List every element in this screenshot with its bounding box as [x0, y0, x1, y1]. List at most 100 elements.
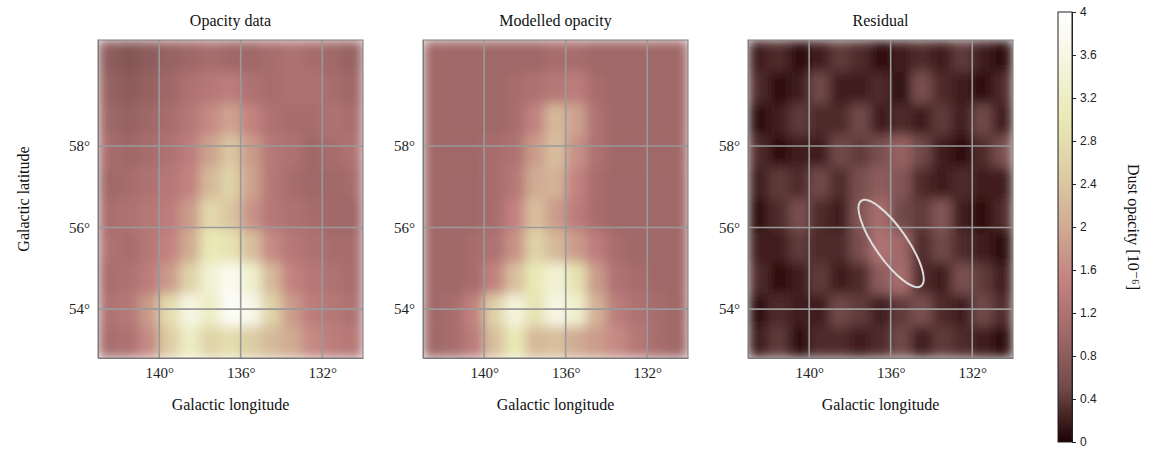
cell: [627, 135, 648, 167]
cell: [870, 72, 891, 104]
tick: 54°: [719, 301, 748, 317]
tick: 132°: [633, 358, 662, 381]
cell: [668, 263, 688, 295]
cell: [159, 135, 180, 167]
cell: [809, 40, 830, 72]
cell: [118, 263, 139, 295]
tick: 58°: [394, 138, 423, 154]
cell: [343, 167, 363, 199]
cell: [586, 135, 607, 167]
cell: [505, 135, 526, 167]
x-axis-title: Galactic longitude: [822, 396, 940, 414]
cell: [768, 199, 789, 231]
cell: [748, 231, 769, 263]
cell: [464, 199, 485, 231]
tick: 140°: [470, 358, 499, 381]
cell: [322, 135, 343, 167]
cell: [952, 104, 973, 136]
cell: [748, 294, 769, 326]
cell: [443, 199, 464, 231]
tick: 58°: [719, 138, 748, 154]
cell: [343, 294, 363, 326]
cell: [464, 167, 485, 199]
cell: [789, 135, 810, 167]
cell: [281, 199, 302, 231]
cell: [627, 199, 648, 231]
tick: 56°: [719, 220, 748, 236]
cell: [343, 326, 363, 358]
cell: [281, 72, 302, 104]
cell: [241, 167, 262, 199]
cell: [993, 294, 1013, 326]
cell: [789, 294, 810, 326]
tick-mark: [1072, 399, 1076, 400]
tick: 0: [1072, 435, 1087, 449]
tick-mark: [1072, 55, 1076, 56]
cell: [343, 199, 363, 231]
cell: [159, 199, 180, 231]
cell: [443, 40, 464, 72]
axis-line: [424, 358, 689, 359]
cell: [423, 40, 444, 72]
cell: [464, 231, 485, 263]
cell: [911, 104, 932, 136]
cell: [566, 263, 587, 295]
cell: [627, 72, 648, 104]
cell: [545, 40, 566, 72]
cell: [423, 294, 444, 326]
cell: [302, 263, 323, 295]
cell: [464, 40, 485, 72]
tick: 2.4: [1072, 177, 1097, 191]
tick-mark: [1072, 12, 1076, 13]
cell: [241, 40, 262, 72]
panel: 140°136°132°54°56°58°ResidualGalactic lo…: [719, 12, 1014, 414]
cell: [525, 326, 546, 358]
cell: [98, 294, 119, 326]
colorbar-title: Dust opacity [10⁻⁶]: [1124, 164, 1142, 290]
cell: [566, 294, 587, 326]
cell: [281, 231, 302, 263]
cell: [200, 326, 221, 358]
cell: [748, 167, 769, 199]
grid-line: [483, 40, 485, 358]
cell: [768, 326, 789, 358]
panel: 140°136°132°54°56°58°Opacity dataGalacti…: [15, 12, 364, 414]
cell: [768, 135, 789, 167]
cell: [159, 40, 180, 72]
cell: [281, 135, 302, 167]
cell: [809, 167, 830, 199]
plot-area: [748, 40, 1013, 358]
cell: [220, 72, 241, 104]
cell: [484, 326, 505, 358]
cell: [586, 104, 607, 136]
cell: [647, 72, 668, 104]
cell: [647, 294, 668, 326]
cell: [302, 294, 323, 326]
tick: 136°: [877, 358, 906, 381]
cell: [627, 263, 648, 295]
cell: [647, 135, 668, 167]
tick: 54°: [69, 301, 98, 317]
cell: [952, 72, 973, 104]
tick-label: 54°: [719, 301, 740, 317]
cell: [484, 199, 505, 231]
tick-label: 136°: [877, 365, 906, 381]
cell: [525, 199, 546, 231]
grid-line: [98, 308, 363, 310]
cell: [972, 326, 993, 358]
cell: [911, 326, 932, 358]
cell: [972, 294, 993, 326]
cell: [98, 167, 119, 199]
tick: 140°: [145, 358, 174, 381]
tick: 56°: [394, 220, 423, 236]
cell: [931, 72, 952, 104]
cell: [220, 263, 241, 295]
cell: [118, 199, 139, 231]
cell: [830, 104, 851, 136]
cell: [545, 72, 566, 104]
cell: [484, 231, 505, 263]
cell: [931, 294, 952, 326]
cell: [241, 326, 262, 358]
cell: [443, 326, 464, 358]
cell: [220, 326, 241, 358]
